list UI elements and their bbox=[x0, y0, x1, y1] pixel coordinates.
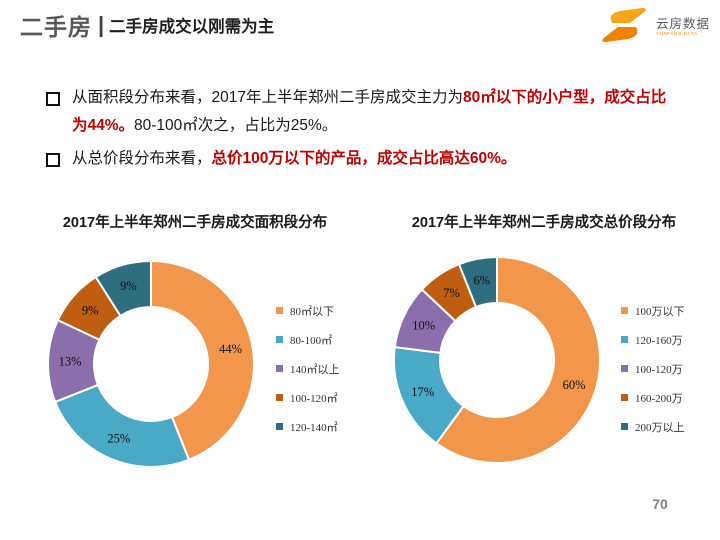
header-separator: | bbox=[98, 12, 105, 37]
donut-slice-120-140㎡ bbox=[94, 260, 152, 317]
page-title: 二手房成交以刚需为主 bbox=[109, 18, 275, 36]
legend-item: 80-100㎡ bbox=[276, 325, 340, 354]
bullet-item-price: 从总价段分布来看，总价100万以下的产品，成交占比高达60%。 bbox=[46, 145, 668, 173]
bullet-item-area: 从面积段分布来看，2017年上半年郑州二手房成交主力为80㎡以下的小户型，成交占… bbox=[46, 84, 668, 140]
legend-swatch-icon bbox=[276, 394, 283, 401]
legend-swatch-icon bbox=[621, 365, 628, 372]
header-section-label: 二手房 bbox=[20, 14, 92, 40]
legend-swatch-icon bbox=[621, 307, 628, 314]
bullet-square-icon bbox=[46, 92, 60, 106]
slice-value-label: 13% bbox=[59, 354, 82, 368]
legend-price-chart: 100万以下 120-160万 100-120万 160-200万 200万以上 bbox=[621, 296, 685, 441]
legend-label: 140㎡以上 bbox=[290, 363, 340, 376]
bullet-text: 从面积段分布来看，2017年上半年郑州二手房成交主力为80㎡以下的小户型，成交占… bbox=[72, 89, 667, 134]
legend-item: 100-120万 bbox=[621, 354, 685, 383]
logo-name: 云房数据 bbox=[656, 16, 711, 31]
legend-item: 140㎡以上 bbox=[276, 354, 340, 383]
logo-subtext: YUNFANG DATA bbox=[656, 31, 698, 37]
bullet-list: 从面积段分布来看，2017年上半年郑州二手房成交主力为80㎡以下的小户型，成交占… bbox=[46, 84, 668, 178]
legend-swatch-icon bbox=[276, 365, 283, 372]
donut-slice-100万以下 bbox=[435, 256, 601, 464]
yunfang-logo-icon bbox=[598, 7, 650, 48]
legend-item: 200万以上 bbox=[621, 412, 685, 441]
legend-label: 160-200万 bbox=[635, 392, 683, 405]
slide-header: 二手房 | 二手房成交以刚需为主 bbox=[20, 8, 274, 42]
bullet-text: 从总价段分布来看，总价100万以下的产品，成交占比高达60%。 bbox=[72, 149, 517, 167]
donut-slice-200万以上 bbox=[458, 256, 498, 309]
legend-label: 120-140㎡ bbox=[290, 421, 338, 434]
slice-value-label: 6% bbox=[473, 273, 490, 287]
donut-chart-area: 44% 25% 13% 9% 9% bbox=[45, 258, 257, 475]
slice-value-label: 60% bbox=[563, 378, 586, 392]
legend-label: 80-100㎡ bbox=[290, 334, 333, 347]
legend-label: 100-120㎡ bbox=[290, 392, 338, 405]
yunfang-logo: 云房数据 YUNFANG DATA bbox=[598, 7, 710, 48]
bullet-square-icon bbox=[46, 152, 60, 167]
legend-swatch-icon bbox=[621, 394, 628, 401]
legend-swatch-icon bbox=[276, 423, 283, 430]
legend-item: 100-120㎡ bbox=[276, 383, 340, 412]
donut-slice-80-100㎡ bbox=[54, 383, 190, 468]
legend-item: 100万以下 bbox=[621, 296, 685, 325]
legend-swatch-icon bbox=[621, 423, 628, 430]
legend-area-chart: 80㎡以下 80-100㎡ 140㎡以上 100-120㎡ 120-140㎡ bbox=[276, 296, 340, 441]
legend-label: 100-120万 bbox=[635, 363, 683, 376]
slice-value-label: 7% bbox=[443, 286, 460, 300]
legend-swatch-icon bbox=[621, 336, 628, 343]
donut-chart-price: 60% 17% 10% 7% 6% bbox=[391, 254, 603, 471]
slice-value-label: 9% bbox=[82, 303, 99, 317]
highlight-text: 80㎡以下的小户型，成交占比为44%。 bbox=[72, 89, 667, 134]
slice-value-label: 9% bbox=[120, 279, 137, 293]
legend-swatch-icon bbox=[276, 336, 283, 343]
legend-item: 120-140㎡ bbox=[276, 412, 340, 441]
chart-title-price-distribution: 2017年上半年郑州二手房成交总价段分布 bbox=[411, 215, 677, 231]
legend-label: 100万以下 bbox=[635, 305, 685, 318]
legend-label: 200万以上 bbox=[635, 421, 685, 434]
donut-slice-80㎡以下 bbox=[150, 260, 255, 461]
legend-swatch-icon bbox=[276, 307, 283, 314]
legend-item: 160-200万 bbox=[621, 383, 685, 412]
slice-value-label: 25% bbox=[107, 431, 130, 445]
logo-text: 云房数据 YUNFANG DATA bbox=[656, 16, 711, 38]
legend-item: 80㎡以下 bbox=[276, 296, 340, 325]
slice-value-label: 44% bbox=[219, 342, 242, 356]
legend-label: 120-160万 bbox=[635, 334, 683, 347]
page-number: 70 bbox=[652, 496, 668, 512]
chart-title-area-distribution: 2017年上半年郑州二手房成交面积段分布 bbox=[62, 215, 328, 231]
slice-value-label: 17% bbox=[411, 385, 434, 399]
legend-label: 80㎡以下 bbox=[290, 305, 334, 318]
legend-item: 120-160万 bbox=[621, 325, 685, 354]
highlight-text: 总价100万以下的产品，成交占比高达60%。 bbox=[211, 149, 517, 167]
slice-value-label: 10% bbox=[412, 319, 435, 333]
